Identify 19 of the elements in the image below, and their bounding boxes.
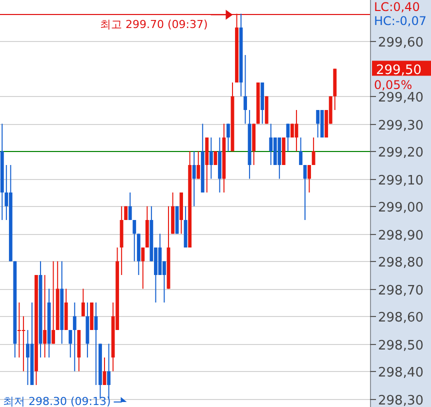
text: HC:-0,07 (374, 14, 426, 28)
y-tick-label: 299,20 (378, 146, 424, 160)
y-tick-label: 298,70 (378, 284, 424, 298)
annotation: 최고 299.70 (09:37) (100, 18, 208, 31)
y-tick-label: 299,40 (378, 90, 424, 106)
text: 299,50 (376, 62, 422, 78)
text: 0,05% (374, 78, 412, 92)
y-tick-label: 298,40 (378, 366, 424, 380)
text: LC:0,40 (374, 0, 420, 14)
y-tick-label: 298,50 (378, 338, 424, 354)
annotation: 최저 298.30 (09:13) (3, 395, 111, 407)
y-tick-label: 298,90 (378, 228, 424, 244)
y-tick-label: 299,60 (378, 36, 424, 50)
y-tick-label: 298,60 (378, 310, 424, 326)
y-tick-label: 299,00 (378, 200, 424, 216)
y-tick-label: 298,30 (378, 394, 424, 407)
y-tick-label: 298,80 (378, 256, 424, 270)
y-tick-label: 299,10 (378, 174, 424, 188)
y-tick-label: 299,30 (378, 118, 424, 134)
